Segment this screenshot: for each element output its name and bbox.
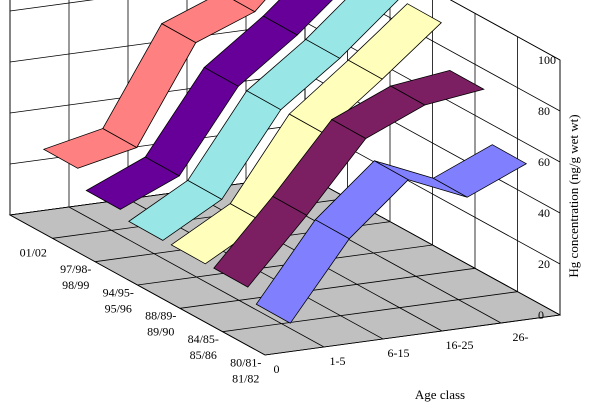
- y-tick-label: 0: [538, 308, 544, 322]
- floor-z-gridline: [264, 314, 561, 356]
- series-ribbon: [170, 3, 442, 265]
- x-tick-label: 26-: [513, 330, 529, 344]
- series-ribbon: [255, 144, 528, 324]
- y-tick-label: 80: [538, 104, 550, 118]
- x-tick-label: 0: [274, 362, 280, 376]
- series-ribbons: [42, 0, 528, 324]
- series-ribbon: [128, 0, 399, 241]
- depth-tick-label: 94/95-95/96: [103, 285, 134, 315]
- x-tick-label: 6-15: [388, 346, 410, 360]
- series-ribbon: [42, 0, 266, 169]
- ribbon-segment: [347, 3, 442, 80]
- depth-tick-label: 97/98-98/99: [60, 262, 91, 292]
- series-ribbon: [213, 69, 485, 288]
- ribbon-segment: [233, 0, 266, 13]
- depth-tick-label: 88/89-89/90: [145, 309, 176, 339]
- y-tick-label: 20: [538, 257, 550, 271]
- ribbon-segment: [389, 69, 485, 106]
- depth-tick-label: 01/02: [20, 246, 47, 260]
- depth-tick-label: 84/85-85/86: [188, 332, 219, 362]
- floor-z-gridline: [179, 267, 476, 309]
- x-tick-label: 1-5: [330, 354, 346, 368]
- y-tick-label: 60: [538, 155, 550, 169]
- x-tick-label: 16-25: [446, 338, 474, 352]
- y-tick-label: 100: [538, 53, 556, 67]
- ribbon-segment: [160, 0, 256, 44]
- ribbon-segment: [432, 144, 528, 198]
- depth-tick-label: 80/81-81/82: [230, 355, 261, 385]
- axis-labels: Hg concentration (ng/g wet wt) Age class…: [20, 53, 581, 402]
- ribbon-segment: [262, 0, 333, 36]
- y-axis-title: Hg concentration (ng/g wet wt): [566, 114, 581, 277]
- series-ribbon: [85, 0, 333, 210]
- y-tick-label: 40: [538, 206, 550, 220]
- ribbon-segment: [305, 0, 399, 59]
- floor-z-gridline: [222, 291, 518, 333]
- x-axis-title: Age class: [415, 387, 465, 402]
